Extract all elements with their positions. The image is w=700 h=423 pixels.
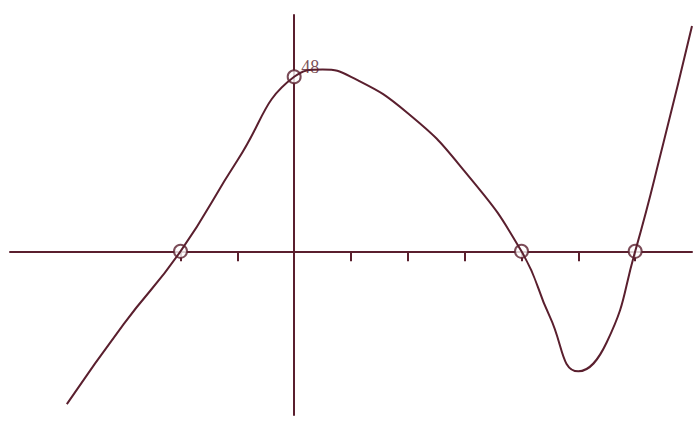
svg-text:48: 48: [301, 57, 319, 77]
